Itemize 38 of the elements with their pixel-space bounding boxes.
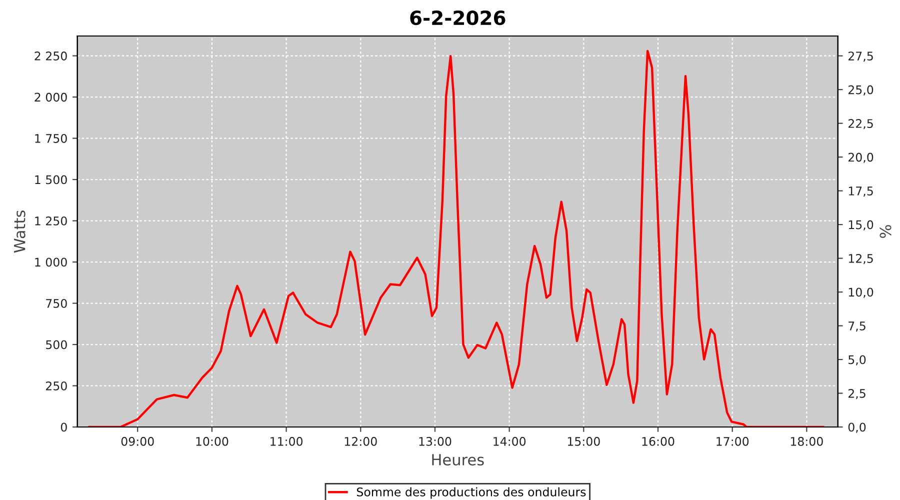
- y2-tick-label: 10,0: [848, 288, 874, 298]
- y-axis-title: Watts: [14, 210, 26, 253]
- x-tick-label: 15:00: [568, 436, 600, 446]
- y-tick-label: 1 750: [35, 134, 67, 143]
- legend-label: Somme des productions des onduleurs: [356, 487, 586, 499]
- y2-tick-label: 5,0: [848, 355, 866, 366]
- line-series: [88, 50, 824, 427]
- x-tick-label: 10:00: [196, 436, 228, 446]
- y2-tick-label: 7,5: [848, 322, 866, 332]
- x-tick-label: 12:00: [344, 436, 377, 446]
- x-tick-label: 13:00: [419, 436, 452, 446]
- y-tick-label: 2 000: [34, 92, 67, 102]
- y2-tick-label: 27,5: [848, 52, 873, 62]
- x-tick-label: 18:00: [790, 436, 823, 446]
- y2-tick-label: 15,0: [848, 220, 874, 230]
- y-tick-label: 250: [46, 381, 67, 390]
- y2-axis-title: %: [880, 225, 892, 238]
- y-tick-label: 1 500: [35, 175, 67, 184]
- x-tick-label: 16:00: [642, 436, 674, 446]
- y2-tick-label: 17,5: [848, 186, 873, 197]
- y2-tick-label: 0,0: [848, 422, 866, 433]
- x-tick-label: 09:00: [121, 436, 154, 446]
- y-tick-label: 500: [46, 340, 67, 350]
- x-tick-label: 11:00: [270, 436, 303, 446]
- y-tick-label: 2 250: [34, 52, 67, 60]
- y-tick-label: 750: [46, 298, 67, 308]
- y-tick-label: 1 000: [35, 258, 67, 267]
- y2-tick-label: 22,5: [848, 119, 873, 130]
- x-axis-title: Heures: [432, 454, 484, 466]
- x-tick-label: 17:00: [716, 436, 749, 446]
- y-tick-label: 1 250: [35, 216, 67, 226]
- y2-tick-label: 12,5: [848, 254, 873, 264]
- y2-tick-label: 25,0: [848, 85, 874, 96]
- y-tick-label: 0: [60, 422, 67, 432]
- y2-tick-label: 20,0: [848, 152, 874, 163]
- x-tick-label: 14:00: [494, 436, 526, 446]
- y2-tick-label: 2,5: [848, 388, 866, 400]
- chart-title: 6-2-2026: [410, 10, 506, 26]
